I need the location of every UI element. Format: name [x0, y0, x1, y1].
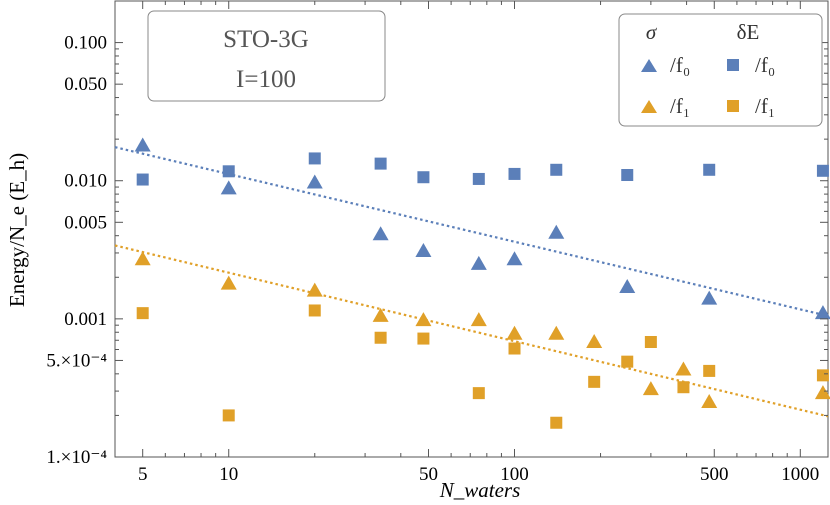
y-tick-label: 0.100	[64, 33, 107, 54]
annotation-box: STO-3G I=100	[147, 10, 386, 102]
data-point-square	[374, 157, 387, 170]
data-point-square	[816, 369, 829, 382]
data-point-square	[550, 416, 563, 429]
y-tick-label: 0.001	[64, 309, 107, 330]
y-tick-label: 5.×10⁻⁴	[46, 350, 107, 371]
data-point-triangle	[134, 251, 151, 266]
x-tick-label: 10	[219, 464, 238, 485]
data-point-square	[508, 167, 521, 180]
data-point-square	[417, 171, 430, 184]
data-point-square	[644, 335, 657, 348]
legend-orange-square-marker	[727, 100, 739, 112]
data-point-triangle	[701, 394, 718, 409]
data-points	[134, 137, 830, 429]
legend-label-1: /f₀	[670, 53, 690, 77]
data-point-triangle	[220, 275, 237, 290]
data-point-square	[308, 304, 321, 317]
data-point-triangle	[306, 174, 323, 189]
data-point-square	[374, 331, 387, 344]
data-point-square	[703, 364, 716, 377]
x-axis-ticks: 5 10 50 100 500 1000	[114, 1, 819, 485]
data-point-triangle	[675, 361, 692, 376]
data-point-triangle	[372, 307, 389, 322]
x-tick-label: 50	[419, 464, 438, 485]
legend: σ δE /f₀ /f₀ /f₁ /f₁	[618, 13, 823, 127]
data-point-triangle	[701, 290, 718, 305]
data-point-triangle	[548, 325, 565, 340]
data-point-square	[472, 387, 485, 400]
data-point-triangle	[415, 312, 432, 327]
x-axis-title: N_waters	[439, 478, 521, 502]
data-point-square	[136, 307, 149, 320]
plot-frame	[114, 0, 829, 458]
legend-orange-triangle-marker	[641, 100, 657, 113]
fit-line-0	[114, 146, 829, 318]
legend-label-2: /f₀	[755, 53, 775, 77]
x-tick-label: 100	[500, 464, 529, 485]
y-tick-label: 0.005	[64, 212, 107, 233]
fit-lines	[114, 146, 829, 418]
data-point-triangle	[586, 333, 603, 348]
data-point-square	[816, 164, 829, 177]
y-axis-ticks: 0.100 0.050 0.010 0.005 0.001 5.×10⁻⁴ 1.×10⁻⁴	[46, 0, 828, 468]
data-point-triangle	[506, 251, 523, 266]
y-tick-label: 0.050	[64, 74, 107, 95]
data-point-triangle	[470, 255, 487, 270]
legend-label-4: /f₁	[755, 94, 775, 118]
data-point-triangle	[814, 385, 830, 400]
data-point-square	[508, 342, 521, 355]
x-tick-label: 500	[700, 464, 729, 485]
data-point-triangle	[506, 325, 523, 340]
y-tick-label: 1.×10⁻⁴	[46, 447, 107, 468]
data-point-square	[308, 152, 321, 165]
x-tick-label: 1000	[781, 464, 819, 485]
data-point-square	[136, 173, 149, 186]
y-axis-title: Energy/N_e (E_h)	[5, 153, 29, 307]
data-point-triangle	[814, 305, 830, 320]
data-point-triangle	[642, 381, 659, 396]
annotation-line-1: STO-3G	[223, 26, 309, 53]
data-point-square	[621, 355, 634, 368]
data-point-square	[621, 169, 634, 182]
fit-line-1	[114, 244, 829, 418]
data-point-triangle	[619, 279, 636, 294]
legend-header-delta-e: δE	[737, 20, 760, 44]
y-tick-label: 0.010	[64, 171, 107, 192]
data-point-square	[417, 332, 430, 345]
data-point-square	[222, 165, 235, 178]
data-point-triangle	[306, 282, 323, 297]
legend-label-3: /f₁	[670, 94, 690, 118]
annotation-line-2: I=100	[236, 66, 296, 93]
data-point-square	[588, 375, 601, 388]
data-point-square	[703, 163, 716, 176]
data-point-square	[677, 381, 690, 394]
data-point-square	[472, 172, 485, 185]
legend-blue-square-marker	[727, 59, 739, 71]
x-tick-label: 5	[138, 464, 148, 485]
data-point-square	[222, 409, 235, 422]
data-point-triangle	[134, 137, 151, 152]
legend-blue-triangle-marker	[641, 59, 657, 72]
legend-header-sigma: σ	[646, 20, 658, 44]
data-point-triangle	[415, 242, 432, 257]
data-point-square	[550, 163, 563, 176]
data-point-triangle	[372, 226, 389, 241]
data-point-triangle	[220, 180, 237, 195]
data-point-triangle	[548, 224, 565, 239]
data-point-triangle	[470, 312, 487, 327]
